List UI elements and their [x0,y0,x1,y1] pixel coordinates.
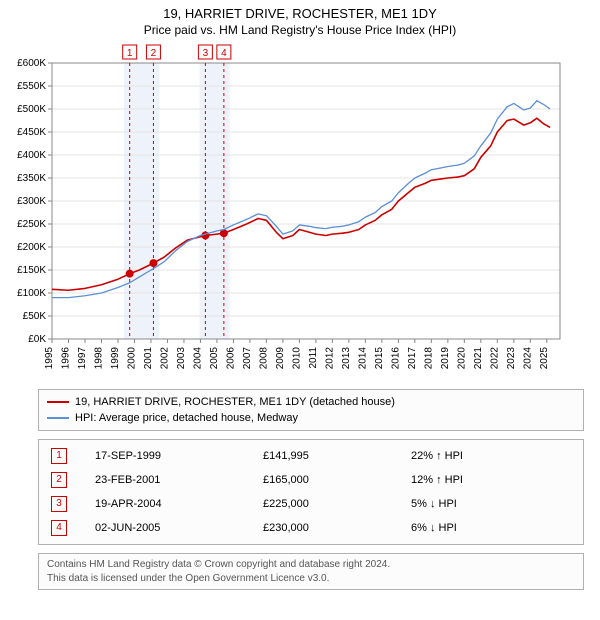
svg-text:2022: 2022 [489,347,500,370]
svg-text:2023: 2023 [506,347,517,370]
transaction-price: £165,000 [259,468,407,492]
transaction-price: £141,995 [259,444,407,468]
footer-attribution: Contains HM Land Registry data © Crown c… [38,553,584,590]
svg-text:£0K: £0K [28,334,46,345]
transaction-marker: 1 [51,448,67,464]
svg-text:4: 4 [221,48,227,59]
transaction-marker: 2 [51,472,67,488]
legend-label: HPI: Average price, detached house, Medw… [75,412,298,424]
svg-text:£200K: £200K [17,242,46,253]
svg-text:2013: 2013 [341,347,352,370]
transactions-table: 1 17-SEP-1999£141,99522% ↑ HPI 2 23-FEB-200… [38,439,584,545]
svg-text:2007: 2007 [242,347,253,370]
transaction-price: £230,000 [259,516,407,540]
transaction-date: 23-FEB-2001 [91,468,259,492]
transaction-delta: 5% ↓ HPI [407,492,575,516]
legend-item: 19, HARRIET DRIVE, ROCHESTER, ME1 1DY (d… [47,394,575,410]
price-chart: £0K £50K £100K £150K £200K £250K £300K £350K £40… [8,41,592,381]
legend-item: HPI: Average price, detached house, Medw… [47,410,575,426]
svg-text:£300K: £300K [17,196,46,207]
svg-text:1996: 1996 [60,347,71,370]
svg-text:2006: 2006 [225,347,236,370]
svg-text:2012: 2012 [324,347,335,370]
transaction-num: 3 [47,492,91,516]
transaction-date: 19-APR-2004 [91,492,259,516]
svg-text:2: 2 [151,48,157,59]
svg-text:2017: 2017 [407,347,418,370]
svg-text:2002: 2002 [159,347,170,370]
footer-line-1: Contains HM Land Registry data © Crown c… [47,558,575,572]
svg-text:2009: 2009 [275,347,286,370]
svg-text:2025: 2025 [539,347,550,370]
transaction-delta: 6% ↓ HPI [407,516,575,540]
svg-text:2004: 2004 [192,347,203,370]
svg-text:1995: 1995 [44,347,55,370]
svg-text:£250K: £250K [17,219,46,230]
svg-text:£500K: £500K [17,104,46,115]
svg-text:2024: 2024 [522,347,533,370]
svg-text:2011: 2011 [308,347,319,369]
transaction-date: 02-JUN-2005 [91,516,259,540]
transaction-num: 1 [47,444,91,468]
page-subtitle: Price paid vs. HM Land Registry's House … [8,23,592,37]
svg-text:3: 3 [203,48,209,59]
transaction-num: 4 [47,516,91,540]
transaction-num: 2 [47,468,91,492]
transaction-delta: 12% ↑ HPI [407,468,575,492]
svg-text:2001: 2001 [143,347,154,370]
legend-swatch [47,417,69,419]
transaction-row: 2 23-FEB-2001£165,00012% ↑ HPI [47,468,575,492]
svg-text:£100K: £100K [17,288,46,299]
svg-text:£150K: £150K [17,265,46,276]
svg-text:2016: 2016 [390,347,401,370]
svg-text:2018: 2018 [423,347,434,370]
svg-text:1997: 1997 [77,347,88,370]
svg-text:2020: 2020 [456,347,467,370]
footer-line-2: This data is licensed under the Open Gov… [47,572,575,586]
transaction-row: 1 17-SEP-1999£141,99522% ↑ HPI [47,444,575,468]
transaction-row: 3 19-APR-2004£225,0005% ↓ HPI [47,492,575,516]
transaction-date: 17-SEP-1999 [91,444,259,468]
transaction-delta: 22% ↑ HPI [407,444,575,468]
page-title: 19, HARRIET DRIVE, ROCHESTER, ME1 1DY [8,6,592,21]
svg-text:2015: 2015 [374,347,385,370]
legend-label: 19, HARRIET DRIVE, ROCHESTER, ME1 1DY (d… [75,396,395,408]
svg-text:£600K: £600K [17,58,46,69]
transaction-row: 4 02-JUN-2005£230,0006% ↓ HPI [47,516,575,540]
svg-text:£400K: £400K [17,150,46,161]
svg-text:£450K: £450K [17,127,46,138]
transaction-price: £225,000 [259,492,407,516]
svg-text:2010: 2010 [291,347,302,370]
transaction-marker: 3 [51,496,67,512]
transaction-marker: 4 [51,520,67,536]
svg-text:2005: 2005 [209,347,220,370]
svg-text:2003: 2003 [176,347,187,370]
svg-text:£550K: £550K [17,81,46,92]
svg-text:2021: 2021 [473,347,484,370]
svg-text:2008: 2008 [258,347,269,370]
svg-text:2000: 2000 [126,347,137,370]
svg-text:2014: 2014 [357,347,368,370]
svg-text:£350K: £350K [17,173,46,184]
legend-swatch [47,401,69,403]
svg-text:1999: 1999 [110,347,121,370]
svg-text:2019: 2019 [440,347,451,370]
legend: 19, HARRIET DRIVE, ROCHESTER, ME1 1DY (d… [38,389,584,431]
svg-text:1: 1 [127,48,133,59]
svg-text:£50K: £50K [23,311,47,322]
svg-text:1998: 1998 [93,347,104,370]
